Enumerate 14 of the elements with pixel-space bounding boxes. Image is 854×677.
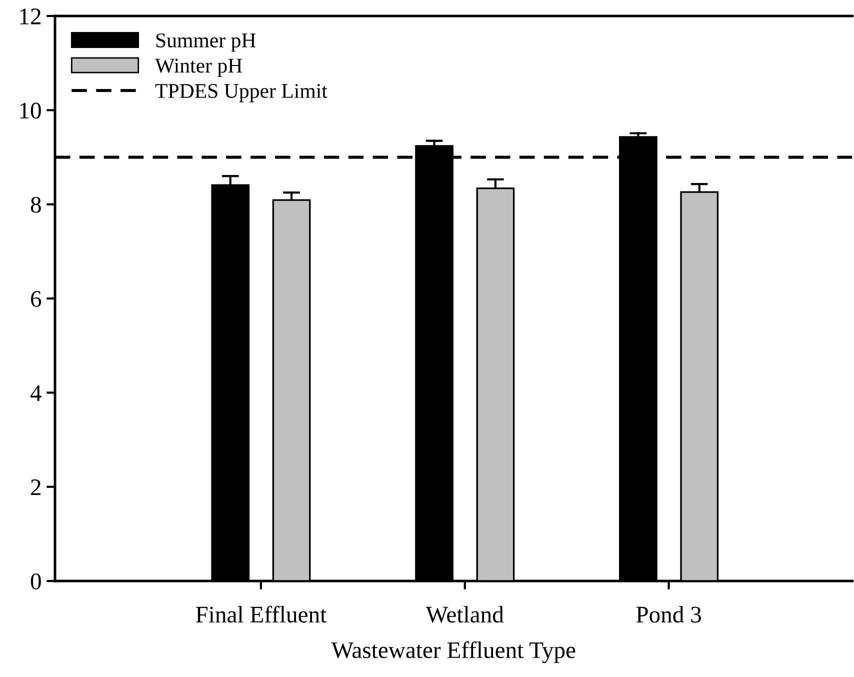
y-tick-label: 2 [31, 479, 41, 496]
y-tick-label: 8 [30, 196, 41, 213]
y-tick-label: 4 [30, 385, 42, 401]
x-tick-label: Wetland [426, 606, 504, 623]
legend-label: TPDES Upper Limit [155, 84, 328, 102]
x-axis-title: Wastewater Effluent Type [331, 641, 576, 664]
y-tick-label: 12 [20, 8, 41, 24]
x-tick-label: Pond 3 [636, 606, 701, 623]
y-tick-label: 6 [31, 291, 42, 307]
x-tick-label: Final Effluent [196, 606, 327, 623]
legend-label: Summer pH [156, 33, 256, 52]
legend-label: Winter pH [155, 58, 242, 77]
y-tick-label: 10 [20, 102, 41, 119]
y-tick-label: 0 [30, 573, 41, 590]
